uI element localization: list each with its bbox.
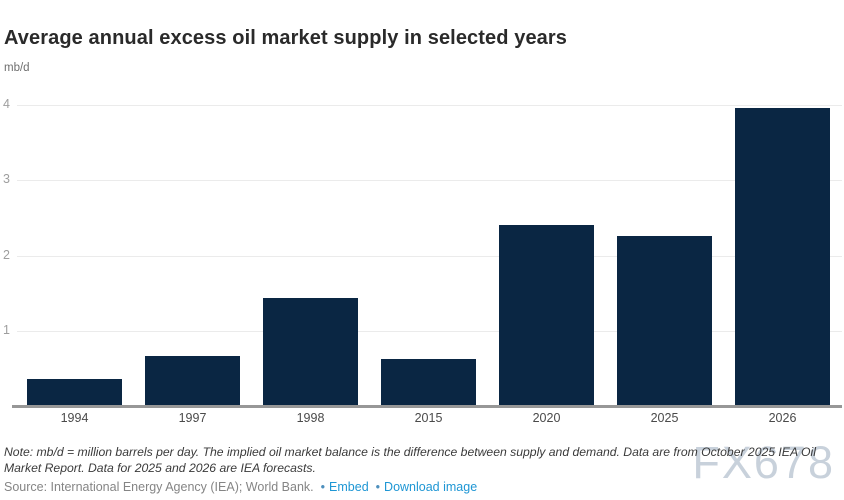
gridline-2 — [17, 255, 842, 257]
x-axis-line — [12, 405, 842, 408]
bar-2025 — [617, 235, 712, 408]
x-tick-label-1997: 1997 — [178, 411, 207, 425]
bar-1994 — [27, 378, 122, 408]
x-tick-label-1994: 1994 — [60, 411, 89, 425]
note-text: Note: mb/d = million barrels per day. Th… — [4, 445, 816, 475]
source-text: Source: International Energy Agency (IEA… — [4, 480, 314, 494]
x-tick-label-2015: 2015 — [414, 411, 443, 425]
bar-1997 — [145, 356, 240, 408]
y-tick-label-2: 2 — [3, 247, 10, 262]
source-row: Source: International Energy Agency (IEA… — [4, 480, 477, 494]
download-image-link[interactable]: Download image — [384, 480, 478, 494]
bar-2026 — [735, 108, 830, 408]
bullet-separator: • — [320, 480, 326, 494]
x-tick-label-2025: 2025 — [650, 411, 679, 425]
y-axis-unit-label: mb/d — [4, 62, 30, 74]
x-tick-label-2026: 2026 — [768, 411, 797, 425]
watermark: FX678 — [692, 437, 835, 488]
embed-link[interactable]: Embed — [329, 480, 369, 494]
bar-2020 — [499, 225, 594, 408]
y-tick-label-3: 3 — [3, 172, 10, 187]
y-tick-label-1: 1 — [3, 322, 10, 337]
bar-2015 — [381, 359, 476, 408]
bullet-separator: • — [375, 480, 381, 494]
gridline-3 — [17, 180, 842, 182]
gridline-4 — [17, 105, 842, 106]
x-tick-label-1998: 1998 — [296, 411, 325, 425]
plot-area: 1 2 3 4 1994 1997 1998 2015 2020 2025 2026 — [3, 97, 842, 425]
x-tick-label-2020: 2020 — [532, 411, 561, 425]
bar-1998 — [263, 298, 358, 408]
gridline-1 — [17, 330, 842, 332]
chart-title: Average annual excess oil market supply … — [4, 27, 568, 49]
y-tick-label-4: 4 — [3, 97, 10, 111]
